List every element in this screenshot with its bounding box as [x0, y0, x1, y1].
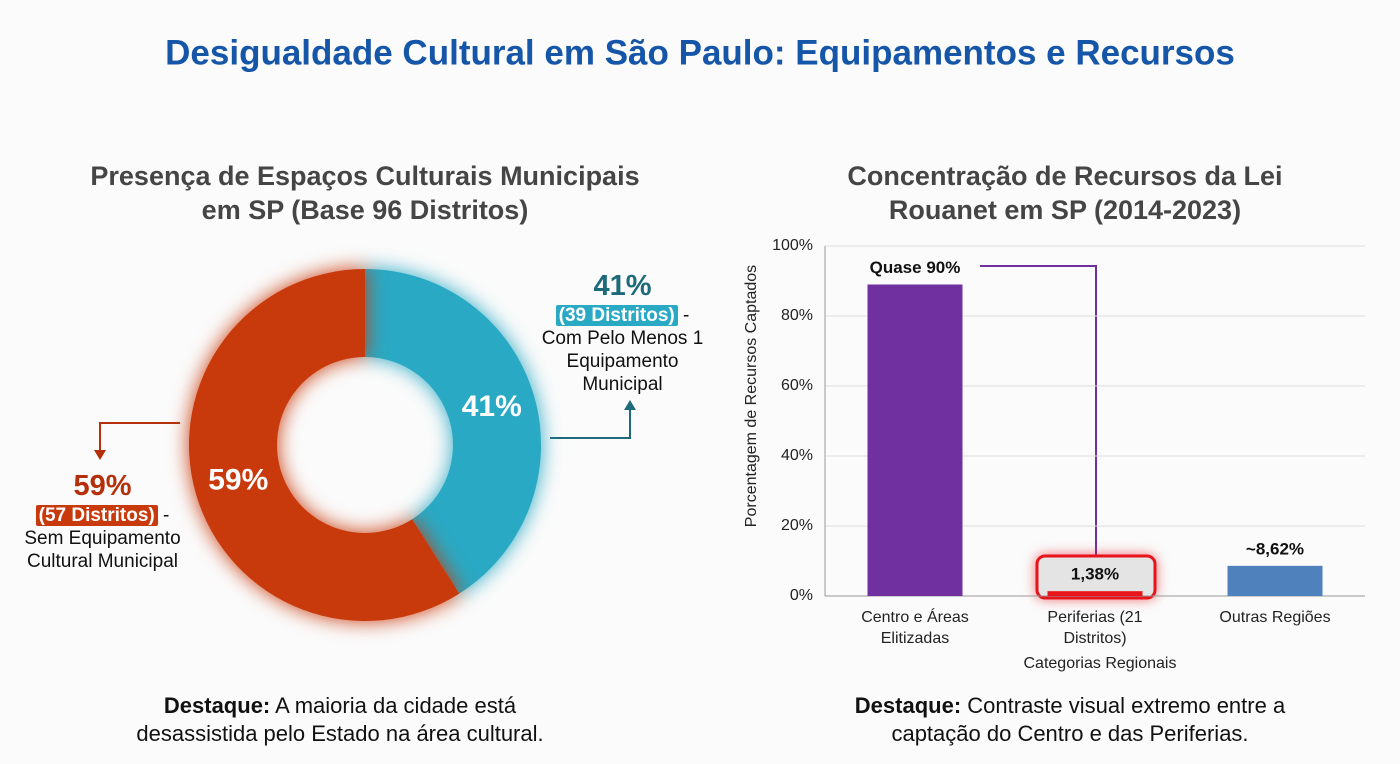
caption: Destaque: A maioria da cidade está desas… [110, 692, 570, 748]
x-tick-label: Outras Regiões [1219, 609, 1331, 626]
annotation: 41% (39 Distritos) - Com Pelo Menos 1 Eq… [535, 268, 710, 396]
x-axis-label: Categorias Regionais [1024, 655, 1177, 672]
bar-label: 1,38% [1071, 565, 1119, 584]
pie-slice [188, 269, 460, 621]
y-tick-label: 20% [781, 517, 813, 534]
annotation-detail: (39 Distritos) [555, 305, 678, 326]
y-tick-label: 0% [790, 587, 813, 604]
arrow-head [624, 400, 636, 410]
callout-arrow [99, 422, 180, 452]
x-tick-label: Centro e Áreas Elitizadas [861, 609, 969, 647]
bar [1227, 565, 1323, 596]
annotation-detail: (57 Distritos) [35, 505, 158, 526]
y-tick-label: 40% [781, 447, 813, 464]
annotation-value: 59% [73, 470, 132, 502]
arrow-head [94, 450, 106, 460]
bar-label: ~8,62% [1246, 539, 1304, 558]
callout-arrow [550, 408, 631, 439]
bar [1047, 591, 1143, 596]
caption: Destaque: Contraste visual extremo entre… [830, 692, 1310, 748]
y-tick-label: 100% [772, 237, 813, 254]
highlight-box [1035, 554, 1157, 600]
page-title: Desigualdade Cultural em São Paulo: Equi… [165, 33, 1235, 72]
annotation-text: - Sem Equipamento Cultural Municipal [24, 505, 181, 572]
y-tick-label: 60% [781, 377, 813, 394]
caption-label: Destaque: [854, 693, 962, 718]
caption-label: Destaque: [163, 693, 271, 718]
x-tick-label: Periferias (21 Distritos) [1047, 609, 1143, 647]
y-axis-label: Porcentagem de Recursos Captados [743, 265, 760, 527]
annotation-value: 41% [593, 270, 652, 302]
y-tick-label: 80% [781, 307, 813, 324]
caption-text: Contraste visual extremo entre a captaçã… [891, 693, 1286, 746]
bar-label: Quase 90% [870, 258, 961, 277]
bar [867, 284, 963, 596]
caption-text: A maioria da cidade está desassistida pe… [136, 693, 544, 746]
callout-line [980, 265, 1097, 556]
annotation: 59% (57 Distritos) - Sem Equipamento Cul… [15, 468, 190, 573]
chart-title: Concentração de Recursos da Lei Rouanet … [847, 161, 1283, 225]
slice-label: 59% [208, 464, 268, 497]
chart-title: Presença de Espaços Culturais Municipais… [90, 161, 640, 225]
pie-slice [365, 269, 541, 594]
slice-label: 41% [462, 390, 522, 423]
annotation-text: - Com Pelo Menos 1 Equipamento Municipal [541, 305, 704, 395]
